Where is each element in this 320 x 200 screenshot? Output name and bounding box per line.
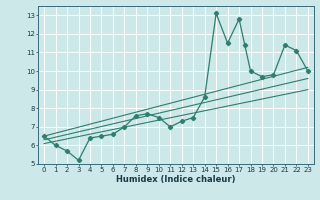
- X-axis label: Humidex (Indice chaleur): Humidex (Indice chaleur): [116, 175, 236, 184]
